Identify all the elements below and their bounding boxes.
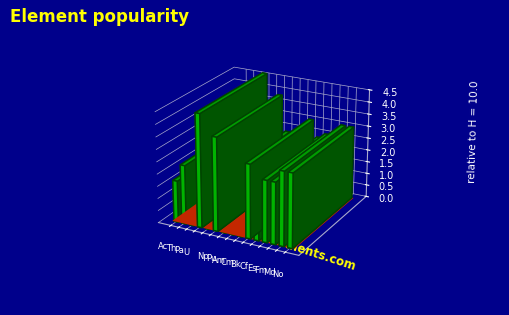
Text: www.webelements.com: www.webelements.com — [204, 213, 357, 274]
Text: Element popularity: Element popularity — [10, 8, 189, 26]
